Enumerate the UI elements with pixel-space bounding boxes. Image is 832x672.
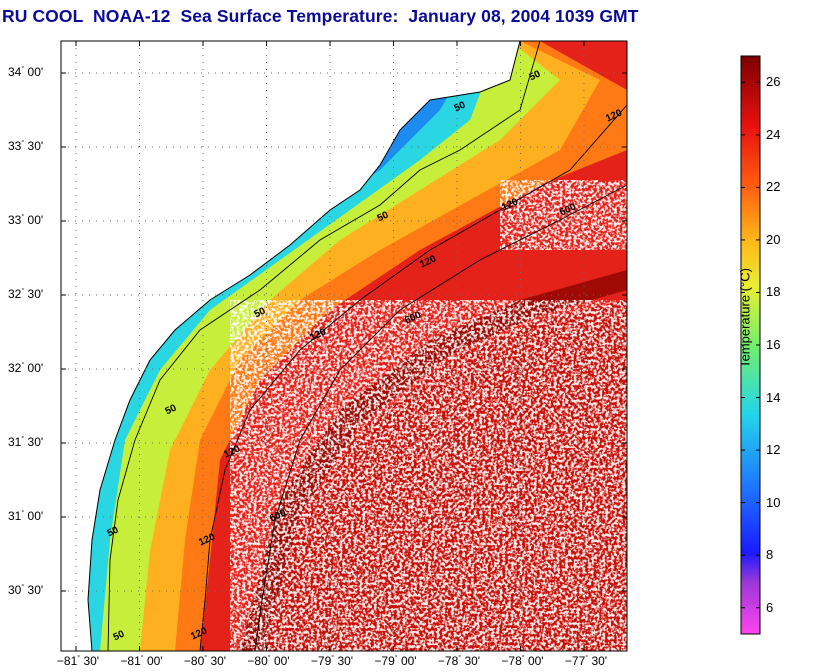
lat-label: 31° 30' — [8, 435, 43, 449]
lon-min: 30' — [591, 654, 608, 668]
degree-mark: ° — [458, 655, 462, 662]
lat-deg: 34 — [8, 65, 22, 79]
colorbar-tick-label: 22 — [766, 179, 781, 195]
degree-mark: ° — [21, 584, 25, 591]
lon-min: 30' — [210, 654, 227, 668]
colorbar-tick-label: 12 — [766, 442, 781, 458]
degree-mark: ° — [21, 362, 25, 369]
lon-label: −77° 30' — [565, 654, 607, 668]
degree-mark: ° — [331, 655, 335, 662]
map-frame — [60, 40, 628, 652]
colorbar-tick-label: 6 — [766, 599, 774, 615]
degree-mark: ° — [394, 655, 398, 662]
colorbar-tick-label: 14 — [766, 389, 781, 405]
lat-label: 32° 30' — [8, 287, 43, 301]
degree-mark: ° — [77, 655, 81, 662]
degree-mark: ° — [21, 436, 25, 443]
lon-label: −81° 30' — [57, 654, 99, 668]
lat-min: 00' — [27, 509, 44, 523]
degree-mark: ° — [521, 655, 525, 662]
sst-raster — [61, 41, 627, 651]
colorbar-tick-label: 20 — [766, 231, 781, 247]
lon-deg: −78 — [437, 654, 459, 668]
lat-label: 31° 00' — [8, 509, 43, 523]
lat-deg: 33 — [8, 213, 22, 227]
degree-mark: ° — [21, 510, 25, 517]
colorbar-tick-label: 10 — [766, 494, 781, 510]
lon-deg: −80 — [247, 654, 268, 668]
lat-min: 00' — [27, 361, 44, 375]
lon-deg: −81 — [56, 654, 78, 668]
degree-mark: ° — [140, 655, 144, 662]
lat-label: 30° 30' — [8, 583, 43, 597]
degree-mark: ° — [21, 140, 25, 147]
lon-label: −78° 00' — [501, 654, 543, 668]
colorbar-label: Temperature (°C) — [737, 268, 753, 368]
lon-deg: −78 — [501, 654, 522, 668]
lat-min: 30' — [27, 435, 44, 449]
degree-mark: ° — [585, 655, 589, 662]
lon-min: 30' — [464, 654, 481, 668]
lat-label: 32° 00' — [8, 361, 43, 375]
lat-label: 33° 00' — [8, 213, 43, 227]
lon-min: 00' — [527, 654, 544, 668]
lat-min: 30' — [27, 287, 44, 301]
lon-label: −78° 30' — [438, 654, 480, 668]
lat-deg: 32 — [8, 361, 22, 375]
lon-deg: −80 — [183, 654, 205, 668]
lon-min: 30' — [83, 654, 100, 668]
colorbar-tick-label: 18 — [766, 284, 781, 300]
colorbar-tick-label: 24 — [766, 126, 781, 142]
lat-deg: 31 — [8, 509, 22, 523]
lat-min: 00' — [27, 213, 44, 227]
lon-min: 00' — [400, 654, 417, 668]
lat-deg: 32 — [8, 287, 22, 301]
lon-deg: −79 — [374, 654, 395, 668]
lat-min: 30' — [27, 583, 44, 597]
lon-min: 00' — [273, 654, 290, 668]
lon-min: 00' — [146, 654, 163, 668]
lon-deg: −81 — [120, 654, 141, 668]
colorbar-tick-label: 26 — [766, 74, 781, 90]
lon-label: −80° 30' — [184, 654, 226, 668]
degree-mark: ° — [267, 655, 271, 662]
colorbar-tick-label: 16 — [766, 337, 781, 352]
lon-deg: −77 — [564, 654, 586, 668]
lon-deg: −79 — [310, 654, 332, 668]
lat-deg: 31 — [8, 435, 22, 449]
lon-min: 30' — [337, 654, 354, 668]
degree-mark: ° — [21, 214, 25, 221]
lat-deg: 30 — [8, 583, 22, 597]
lon-label: −79° 30' — [311, 654, 353, 668]
lat-label: 34° 00' — [8, 65, 43, 79]
degree-mark: ° — [21, 288, 25, 295]
lat-min: 00' — [27, 65, 44, 79]
lat-deg: 33 — [8, 139, 22, 153]
page-title: RU COOL NOAA-12 Sea Surface Temperature:… — [2, 6, 639, 26]
lat-label: 33° 30' — [8, 139, 43, 153]
colorbar-tick-label: 8 — [766, 547, 774, 563]
lon-label: −80° 00' — [247, 654, 289, 668]
degree-mark: ° — [204, 655, 208, 662]
lon-label: −79° 00' — [374, 654, 416, 668]
lat-min: 30' — [27, 139, 44, 153]
lon-label: −81° 00' — [120, 654, 162, 668]
degree-mark: ° — [21, 66, 25, 73]
